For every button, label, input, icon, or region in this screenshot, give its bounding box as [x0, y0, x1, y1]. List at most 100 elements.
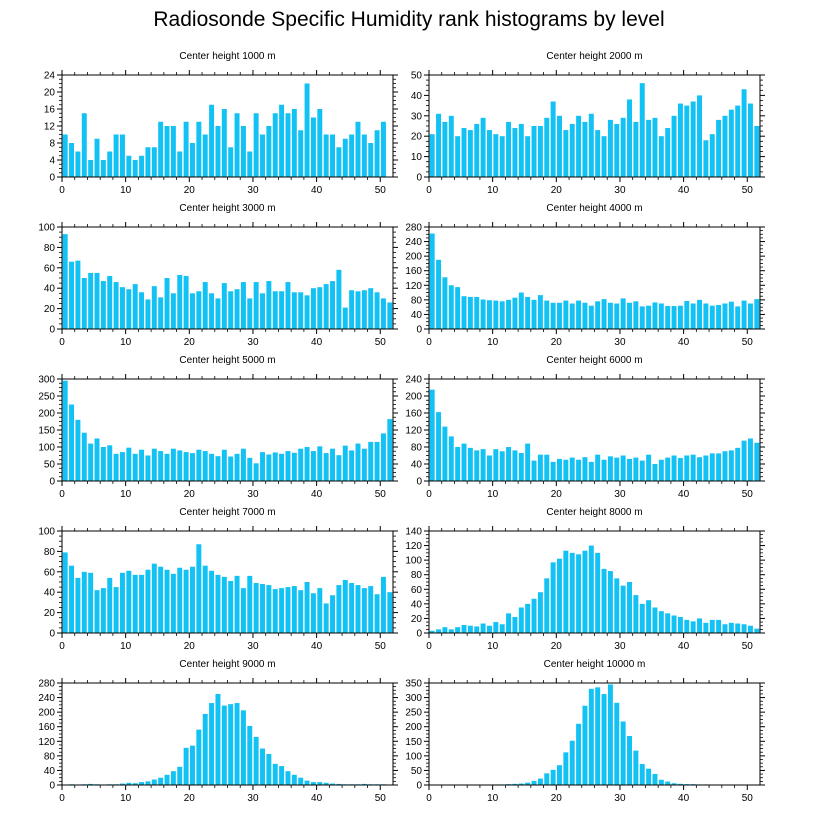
histogram-bar: [361, 783, 367, 785]
histogram-bar: [588, 305, 594, 329]
histogram-bar: [728, 450, 734, 481]
histogram-bar: [703, 622, 709, 633]
histogram-bar: [582, 550, 588, 633]
histogram-bar: [387, 302, 393, 329]
histogram-bar: [234, 113, 240, 177]
x-tick-label: 50: [375, 641, 387, 652]
histogram-bar: [107, 151, 113, 177]
x-tick-label: 10: [120, 185, 132, 196]
histogram-bar: [525, 296, 531, 329]
histogram-bar: [228, 704, 234, 785]
histogram-bar: [279, 588, 285, 633]
histogram-bar: [703, 303, 709, 329]
histogram-bar: [279, 104, 285, 177]
histogram-bar: [279, 291, 285, 329]
y-tick-label: 60: [411, 585, 423, 596]
histogram-bar: [512, 783, 518, 785]
histogram-bar: [633, 595, 639, 633]
histogram-bar: [253, 583, 259, 633]
histogram-bar: [298, 590, 304, 633]
y-tick-label: 280: [405, 223, 422, 234]
histogram-bar: [620, 455, 626, 481]
histogram-bar: [183, 275, 189, 329]
y-tick-label: 240: [38, 693, 55, 704]
histogram-bar: [291, 774, 297, 785]
panel-title: Center height 10000 m: [544, 659, 646, 670]
histogram-bar: [266, 754, 272, 785]
histogram-bar: [151, 147, 157, 177]
histogram-bar: [576, 554, 582, 633]
x-tick-label: 10: [487, 337, 499, 348]
x-tick-label: 20: [551, 185, 563, 196]
x-tick-label: 20: [184, 185, 196, 196]
histogram-bar: [139, 449, 145, 481]
histogram-bar: [620, 721, 626, 785]
histogram-bar: [240, 710, 246, 785]
histogram-bar: [113, 134, 119, 177]
histogram-bar: [474, 450, 480, 481]
x-tick-label: 30: [614, 337, 626, 348]
histogram-bar: [633, 457, 639, 482]
histogram-bar: [177, 151, 183, 177]
histogram-bar: [202, 134, 208, 177]
histogram-bar: [170, 293, 176, 329]
histogram-bar: [614, 702, 620, 785]
histogram-bar: [735, 306, 741, 329]
histogram-bar: [336, 783, 342, 785]
histogram-bar: [652, 607, 658, 633]
y-tick-label: 150: [405, 737, 422, 748]
histogram-bar: [722, 303, 728, 329]
histogram-bar: [158, 297, 164, 329]
histogram-bar: [119, 572, 125, 633]
histogram-bar: [81, 571, 87, 633]
histogram-bar: [697, 618, 703, 633]
histogram-bar: [627, 99, 632, 177]
y-tick-label: 30: [411, 111, 423, 122]
histogram-bar: [722, 624, 728, 633]
histogram-bar: [94, 138, 100, 177]
y-tick-label: 80: [44, 547, 56, 558]
histogram-bar: [279, 453, 285, 481]
histogram-bar: [209, 570, 215, 633]
panel-title: Center height 2000 m: [546, 51, 642, 62]
histogram-bar: [202, 565, 208, 633]
x-tick-label: 20: [551, 641, 563, 652]
x-tick-label: 40: [311, 337, 323, 348]
histogram-bar: [537, 592, 543, 633]
histogram-bar: [158, 121, 164, 177]
x-tick-label: 10: [120, 641, 132, 652]
histogram-bar: [170, 573, 176, 633]
histogram-bar: [349, 290, 355, 329]
histogram-bar: [436, 629, 442, 633]
histogram-bar: [544, 454, 550, 481]
histogram-bar: [164, 453, 170, 481]
histogram-bar: [336, 585, 342, 633]
y-tick-label: 100: [405, 751, 422, 762]
histogram-bar: [677, 103, 683, 177]
histogram-bar: [557, 115, 562, 177]
histogram-bar: [518, 607, 524, 633]
histogram-bar: [754, 299, 760, 329]
histogram-bar: [139, 574, 145, 633]
histogram-bar: [145, 455, 151, 481]
histogram-bar: [728, 109, 734, 177]
histogram-bar: [550, 302, 556, 329]
y-tick-label: 0: [49, 629, 55, 640]
histogram-bar: [722, 451, 728, 481]
histogram-bar: [361, 588, 367, 633]
histogram-bar: [646, 600, 652, 633]
histogram-bar: [658, 303, 664, 329]
histogram-panel: Center height 4000 m 0 10 20 30 40 50 0 40 80 120 1…: [405, 203, 765, 348]
histogram-bar: [177, 766, 183, 785]
histogram-bar: [563, 130, 569, 177]
histogram-bar: [671, 615, 677, 633]
histogram-bar: [317, 782, 323, 785]
histogram-bar: [455, 287, 461, 329]
histogram-bar: [442, 426, 448, 481]
panel-title: Center height 8000 m: [546, 507, 642, 518]
histogram-bar: [75, 151, 81, 177]
histogram-bar: [368, 288, 374, 329]
histogram-bar: [512, 297, 518, 329]
y-tick-label: 160: [38, 722, 55, 733]
